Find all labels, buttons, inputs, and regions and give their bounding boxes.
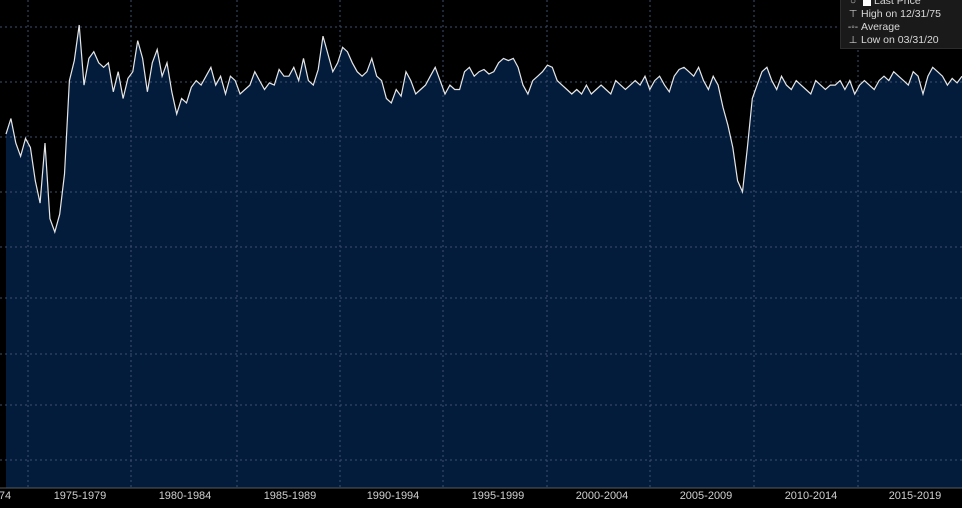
area-layer bbox=[6, 25, 962, 488]
legend-item-average[interactable]: -◦- Average bbox=[847, 21, 962, 34]
chart-legend[interactable]: ○ Last Price ⊤ High on 12/31/75 -◦- Aver… bbox=[840, 0, 962, 49]
x-tick-label: 74 bbox=[0, 490, 11, 502]
line-layer bbox=[5, 24, 962, 234]
x-tick-label: 1990-1994 bbox=[367, 490, 420, 502]
x-tick-label: 1995-1999 bbox=[472, 490, 525, 502]
x-tick-label: 1975-1979 bbox=[54, 490, 107, 502]
average-line-icon: -◦- bbox=[847, 22, 859, 33]
legend-label: Last Price bbox=[874, 0, 921, 7]
series-line bbox=[5, 24, 962, 234]
legend-item-last-price[interactable]: ○ Last Price bbox=[847, 0, 962, 8]
legend-label: Low on 03/31/20 bbox=[861, 34, 939, 46]
square-swatch-icon bbox=[863, 0, 871, 6]
high-marker-icon: ⊤ bbox=[848, 9, 858, 20]
low-marker-icon: ⊥ bbox=[848, 35, 858, 46]
x-axis: 74 1975-1979 1980-1984 1985-1989 1990-1994 19… bbox=[0, 487, 962, 502]
x-tick-label: 1980-1984 bbox=[159, 490, 212, 502]
x-tick-label: 2010-2014 bbox=[785, 490, 838, 502]
legend-label: Average bbox=[861, 21, 900, 33]
legend-label: High on 12/31/75 bbox=[861, 8, 941, 20]
series-area bbox=[6, 25, 962, 488]
legend-item-low[interactable]: ⊥ Low on 03/31/20 bbox=[847, 34, 962, 47]
legend-item-high[interactable]: ⊤ High on 12/31/75 bbox=[847, 8, 962, 21]
circle-toggle-icon[interactable]: ○ bbox=[849, 0, 857, 7]
grid-layer bbox=[0, 0, 962, 488]
x-tick-label: 2000-2004 bbox=[576, 490, 629, 502]
x-tick-label: 1985-1989 bbox=[264, 490, 317, 502]
x-tick-label: 2015-2019 bbox=[889, 490, 942, 502]
x-tick-label: 2005-2009 bbox=[680, 490, 733, 502]
